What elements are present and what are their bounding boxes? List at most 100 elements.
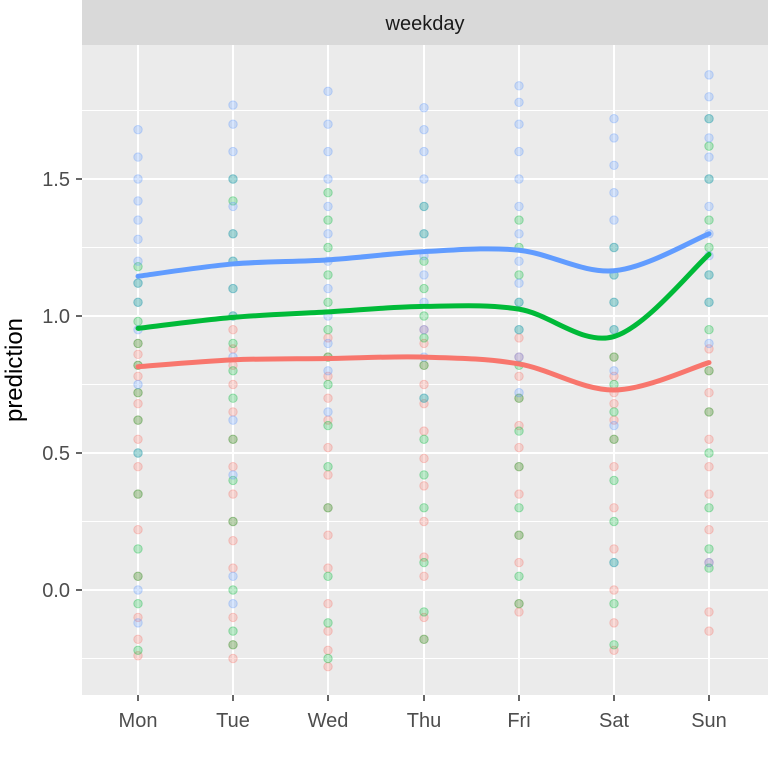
- data-point: [228, 201, 238, 212]
- data-point: [704, 544, 714, 554]
- data-point: [133, 415, 143, 425]
- data-point: [609, 242, 619, 253]
- data-point: [323, 188, 333, 198]
- data-point: [228, 344, 238, 354]
- data-point: [704, 563, 714, 573]
- data-point: [514, 325, 524, 335]
- data-point: [228, 475, 238, 486]
- data-point: [704, 114, 714, 124]
- data-point: [609, 325, 619, 335]
- data-point: [704, 174, 714, 184]
- data-point: [228, 626, 238, 636]
- data-point: [514, 393, 524, 403]
- data-point: [133, 234, 143, 244]
- data-point: [228, 366, 238, 376]
- data-point: [704, 174, 714, 184]
- facet-strip-label: weekday: [385, 13, 465, 35]
- data-point: [514, 503, 524, 513]
- data-point: [419, 503, 429, 513]
- data-point: [514, 215, 524, 225]
- data-point: [228, 653, 238, 664]
- data-point: [514, 371, 524, 381]
- data-point: [514, 530, 524, 540]
- data-point: [514, 297, 524, 307]
- data-point: [133, 462, 143, 472]
- data-point: [609, 215, 619, 225]
- data-point: [323, 229, 333, 239]
- data-point: [514, 297, 524, 307]
- data-point: [704, 607, 714, 617]
- data-point: [514, 270, 524, 280]
- data-point: [133, 152, 143, 162]
- data-point: [609, 371, 619, 381]
- data-point: [323, 415, 333, 425]
- data-point: [514, 489, 524, 499]
- data-point: [609, 420, 619, 431]
- data-point: [228, 612, 238, 623]
- data-point: [419, 360, 429, 371]
- data-point: [228, 393, 238, 403]
- data-point: [609, 352, 619, 362]
- data-point: [419, 612, 429, 623]
- data-point: [133, 525, 143, 535]
- data-point: [609, 557, 619, 568]
- data-point: [133, 338, 143, 349]
- data-point: [609, 516, 619, 527]
- data-point: [133, 316, 143, 327]
- data-point: [323, 201, 333, 212]
- data-point: [609, 599, 619, 609]
- data-point: [228, 174, 238, 184]
- data-point: [133, 379, 143, 390]
- x-tick-label: Tue: [216, 710, 250, 732]
- data-point: [228, 283, 238, 294]
- data-point: [419, 481, 429, 491]
- y-axis-title: prediction: [1, 318, 28, 422]
- data-point: [228, 407, 238, 417]
- data-point: [228, 338, 238, 349]
- data-point: [419, 470, 429, 480]
- data-point: [323, 442, 333, 453]
- data-point: [323, 242, 333, 253]
- data-point: [704, 242, 714, 253]
- data-point: [228, 229, 238, 239]
- data-point: [704, 338, 714, 349]
- y-tick-label: 0.5: [42, 443, 70, 465]
- data-point: [133, 349, 143, 360]
- data-point: [323, 338, 333, 349]
- data-point: [419, 146, 429, 157]
- data-point: [228, 462, 238, 472]
- data-point: [419, 607, 429, 617]
- data-point: [609, 415, 619, 425]
- data-point: [609, 366, 619, 376]
- data-point: [419, 634, 429, 645]
- data-point: [323, 297, 333, 307]
- data-point: [514, 557, 524, 568]
- data-point: [514, 607, 524, 617]
- data-point: [133, 489, 143, 499]
- data-point: [228, 119, 238, 129]
- data-point: [419, 552, 429, 562]
- data-point: [323, 470, 333, 480]
- data-point: [133, 278, 143, 288]
- data-point: [609, 434, 619, 444]
- data-point: [514, 462, 524, 472]
- data-point: [514, 278, 524, 288]
- data-point: [323, 146, 333, 157]
- x-tick-label: Mon: [119, 710, 158, 732]
- data-point: [704, 215, 714, 225]
- data-point: [419, 256, 429, 266]
- data-point: [704, 407, 714, 417]
- x-tick-label: Sun: [691, 710, 727, 732]
- data-point: [419, 434, 429, 444]
- data-point: [419, 393, 429, 403]
- data-point: [323, 530, 333, 540]
- data-point: [514, 119, 524, 129]
- x-tick-label: Fri: [507, 710, 530, 732]
- data-point: [609, 297, 619, 307]
- data-point: [514, 426, 524, 436]
- data-point: [419, 453, 429, 464]
- x-tick-label: Wed: [308, 710, 349, 732]
- data-point: [419, 360, 429, 371]
- data-point: [133, 388, 143, 398]
- data-point: [228, 640, 238, 650]
